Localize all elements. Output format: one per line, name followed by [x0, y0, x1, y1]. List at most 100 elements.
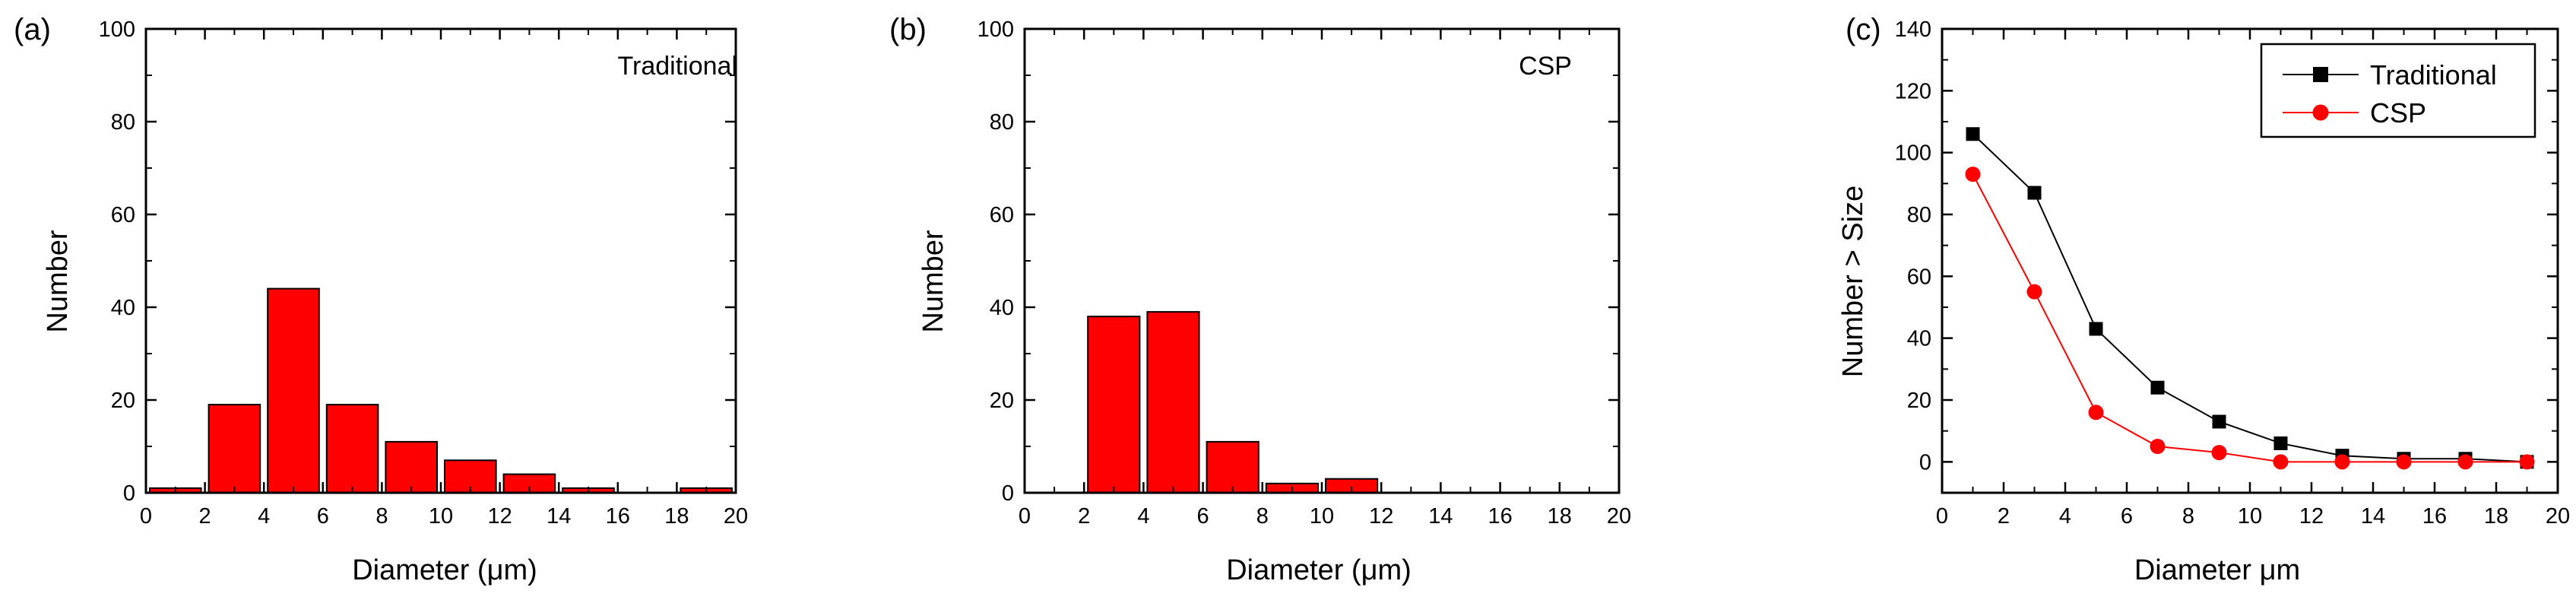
x-tick-label: 14: [547, 504, 571, 529]
y-tick-label: 60: [1907, 265, 1931, 289]
x-tick-label: 10: [2238, 504, 2262, 529]
x-tick-label: 20: [1607, 504, 1631, 529]
data-point-square: [1966, 127, 1980, 141]
x-axis-label: Diameter (μm): [352, 554, 537, 586]
y-tick-label: 20: [990, 389, 1014, 413]
y-tick-label: 140: [1895, 17, 1931, 42]
histogram-bar: [444, 459, 497, 494]
y-tick-label: 0: [1002, 481, 1014, 506]
x-axis-label-main: Diameter: [1226, 554, 1343, 586]
x-tick-label: 18: [664, 504, 689, 529]
plot-frame: [1023, 27, 1621, 494]
histogram-bar: [1146, 311, 1200, 494]
x-tick-label: 12: [487, 504, 512, 529]
y-tick-label: 80: [111, 110, 135, 135]
x-axis-label-main: Diameter: [352, 554, 469, 586]
y-tick-label: 20: [1907, 389, 1931, 413]
histogram-bar: [267, 287, 320, 494]
x-axis-label: Diameter μm: [2134, 554, 2300, 586]
data-point-circle: [2273, 454, 2289, 470]
data-point-circle: [2396, 454, 2412, 470]
y-tick-label: 20: [111, 389, 135, 413]
x-tick-label: 6: [2121, 504, 2133, 529]
y-axis-label: Number: [42, 230, 74, 332]
y-tick-label: 0: [1919, 450, 1931, 475]
legend-marker-circle: [2312, 104, 2329, 121]
plot-frame: [1941, 27, 2559, 494]
x-tick-label: 8: [375, 504, 388, 529]
legend: Traditional CSP: [2260, 43, 2536, 138]
y-tick-label: 120: [1895, 79, 1931, 103]
data-point-circle: [1965, 167, 1981, 183]
histogram-bar: [325, 404, 379, 494]
data-point-circle: [2026, 284, 2042, 300]
x-axis-label: Diameter (μm): [1226, 554, 1412, 586]
legend-marker-square: [2313, 67, 2328, 82]
panel-label: (a): [14, 13, 51, 46]
y-tick-label: 40: [990, 296, 1014, 320]
x-tick-label: 2: [199, 504, 211, 529]
plot-frame: [144, 27, 737, 494]
x-tick-label: 6: [1197, 504, 1209, 529]
data-point-square: [2089, 322, 2103, 336]
y-tick-label: 80: [990, 110, 1014, 135]
data-point-circle: [2211, 445, 2227, 461]
histogram-bar: [1087, 316, 1141, 494]
series-lines: [1965, 127, 2535, 470]
histogram-bar: [208, 404, 261, 494]
panel-label: (b): [889, 13, 927, 46]
y-tick-label: 0: [123, 481, 135, 506]
data-point-circle: [2457, 454, 2473, 470]
y-ticks: 0 20 40 60 80 100 120 140: [1895, 17, 2558, 475]
x-tick-label: 2: [1998, 504, 2010, 529]
x-axis-label-main: Diameter: [2134, 554, 2251, 586]
y-tick-label: 60: [990, 203, 1014, 227]
x-tick-label: 8: [2182, 504, 2194, 529]
x-tick-label: 8: [1256, 504, 1269, 529]
y-axis-label: Number > Size: [1837, 186, 1869, 377]
x-tick-label: 14: [1428, 504, 1453, 529]
x-axis-label-unit: (μm): [477, 554, 537, 586]
y-ticks: 0 20 40 60 80 100: [977, 17, 1619, 506]
y-tick-label: 40: [1907, 327, 1931, 351]
x-tick-label: 16: [1488, 504, 1512, 529]
y-ticks: 0 20 40 60 80 100: [99, 17, 736, 506]
x-tick-label: 12: [2299, 504, 2324, 529]
y-tick-label: 100: [977, 17, 1014, 42]
histogram-bar: [385, 440, 438, 494]
legend-box: [2260, 43, 2536, 138]
legend-label-traditional: Traditional: [2370, 59, 2497, 90]
data-point-square: [2273, 436, 2288, 450]
y-tick-label: 40: [111, 296, 135, 320]
x-tick-label: 4: [2059, 504, 2071, 529]
x-tick-label: 10: [1310, 504, 1334, 529]
data-point-circle: [2088, 405, 2104, 421]
y-tick-label: 60: [111, 203, 135, 227]
x-ticks: 0 2 4 6 8 10 12 14 16 18 20: [140, 29, 748, 529]
panel-c-line-chart: (c) Number > Size Diameter μm 0 2 4 6 8 10 12 1…: [1837, 13, 2570, 586]
x-tick-label: 4: [258, 504, 270, 529]
x-tick-label: 0: [140, 504, 152, 529]
y-tick-label: 100: [1895, 141, 1931, 166]
x-tick-label: 0: [1019, 504, 1031, 529]
panel-annotation: Traditional: [618, 52, 737, 81]
x-tick-label: 2: [1078, 504, 1090, 529]
panel-b-histogram: (b) CSP Number Diameter (μm) 0 2 4 6 8 10 12 14…: [889, 13, 1631, 586]
bars: [1087, 311, 1379, 494]
histogram-bar: [1206, 440, 1259, 494]
series-line-traditional: [1972, 133, 2527, 463]
data-point-square: [2150, 380, 2165, 395]
data-point-circle: [2334, 454, 2350, 470]
x-tick-label: 6: [317, 504, 329, 529]
y-tick-label: 80: [1907, 203, 1931, 227]
x-ticks: 0 2 4 6 8 10 12 14 16 18 20: [1936, 29, 2570, 529]
y-axis-label: Number: [917, 230, 949, 332]
x-tick-label: 20: [724, 504, 748, 529]
x-tick-label: 14: [2361, 504, 2385, 529]
x-tick-label: 4: [1137, 504, 1149, 529]
data-point-square: [2212, 414, 2226, 429]
data-point-square: [2027, 186, 2042, 200]
y-tick-label: 100: [99, 17, 135, 42]
x-axis-label-unit: μm: [2260, 554, 2301, 586]
